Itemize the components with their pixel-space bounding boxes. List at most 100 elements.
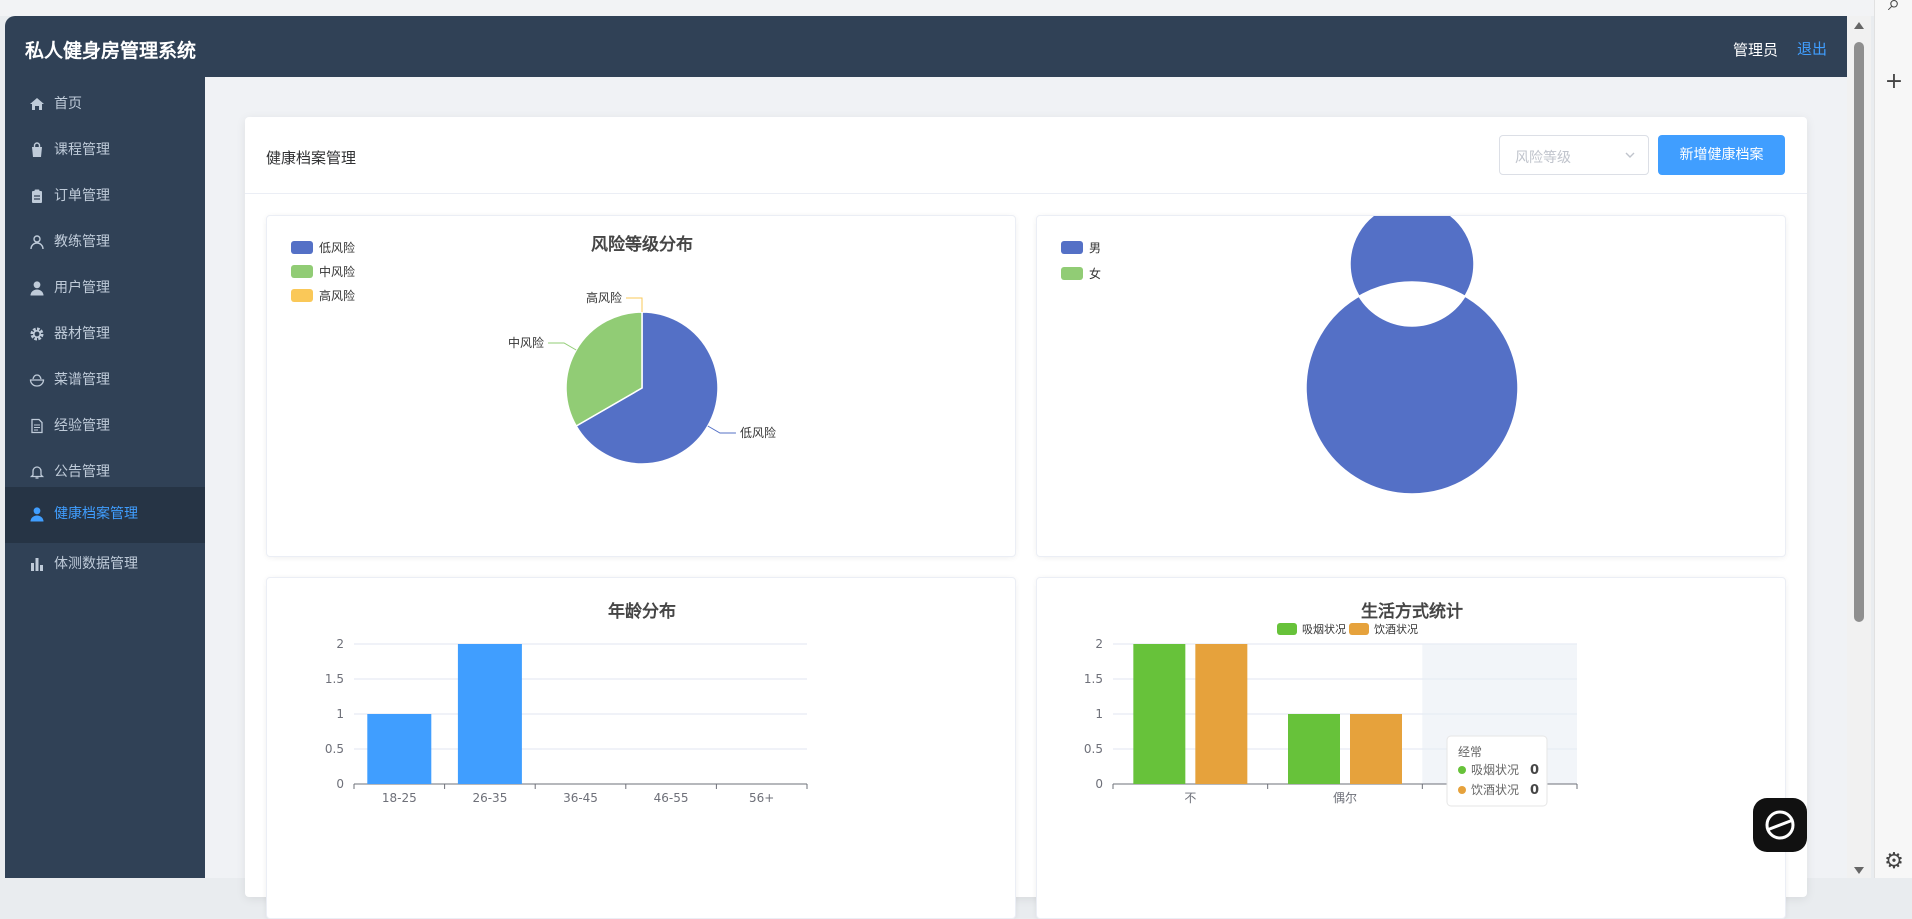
risk-level-select[interactable]: 风险等级: [1499, 135, 1649, 175]
gender-chart: 性别分布男女: [1036, 215, 1786, 557]
legend-swatch: [1061, 241, 1083, 254]
sidebar-item-10[interactable]: 体测数据管理: [5, 537, 205, 593]
chart-risk-legend-item[interactable]: 中风险: [291, 264, 355, 279]
legend-label: 中风险: [319, 264, 355, 279]
bar-0-1[interactable]: [1195, 644, 1248, 784]
plus-icon[interactable]: +: [1884, 69, 1904, 94]
sidebar-item-label: 公告管理: [54, 464, 110, 480]
main-content: 健康档案管理 风险等级 新增健康档案 风险等级分布 低风险 中风险 高风险 低风险 中风险…: [205, 77, 1847, 919]
health-records-card: 健康档案管理 风险等级 新增健康档案 风险等级分布 低风险 中风险 高风险 低风险 中风险…: [245, 117, 1807, 919]
bowl-icon: [29, 374, 45, 387]
sidebar-item-1[interactable]: 课程管理: [5, 123, 205, 179]
legend-swatch: [291, 265, 313, 278]
y-tick-label: 1.5: [1084, 672, 1103, 686]
sidebar-item-6[interactable]: 菜谱管理: [5, 353, 205, 409]
sidebar-item-label: 课程管理: [54, 142, 110, 158]
app-window: 私人健身房管理系统 管理员 退出 首页课程管理订单管理教练管理用户管理器材管理菜…: [5, 0, 1912, 919]
sidebar-item-3[interactable]: 教练管理: [5, 215, 205, 271]
tooltip-title: 经常: [1458, 745, 1482, 759]
add-health-record-button[interactable]: 新增健康档案: [1658, 135, 1785, 175]
legend-swatch: [291, 289, 313, 302]
legend-label: 低风险: [319, 240, 355, 255]
scroll-down-icon[interactable]: [1854, 867, 1864, 874]
chart-risk-legend-item[interactable]: 高风险: [291, 288, 355, 303]
chart-title: 年龄分布: [608, 601, 676, 622]
sidebar-item-5[interactable]: 器材管理: [5, 307, 205, 363]
legend-swatch: [1349, 623, 1369, 635]
scrollbar-thumb[interactable]: [1854, 42, 1864, 622]
x-tick-label: 不: [1184, 791, 1196, 805]
sidebar: 首页课程管理订单管理教练管理用户管理器材管理菜谱管理经验管理公告管理健康档案管理…: [5, 77, 205, 878]
lifestyle-legend-item[interactable]: 饮酒状况: [1349, 622, 1418, 636]
document-icon: [31, 418, 43, 434]
tooltip-marker: [1458, 766, 1466, 774]
x-tick-label: 56+: [749, 791, 774, 805]
bar-chart-icon: [31, 558, 43, 571]
y-tick-label: 2: [336, 637, 344, 651]
bell-icon: [29, 466, 45, 479]
tooltip-box: [1446, 735, 1548, 807]
legend-swatch: [1277, 623, 1297, 635]
sidebar-item-8[interactable]: 公告管理: [5, 445, 205, 501]
sidebar-item-7[interactable]: 经验管理: [5, 399, 205, 455]
gear-icon[interactable]: ⚙: [1884, 849, 1904, 874]
y-tick-label: 1: [1095, 707, 1103, 721]
logout-link[interactable]: 退出: [1797, 40, 1828, 58]
risk-level-chart: 风险等级分布 低风险 中风险 高风险 低风险 中风险 高风险: [266, 215, 1016, 557]
pie-label-line: [707, 425, 736, 434]
vertical-scrollbar[interactable]: [1847, 16, 1871, 878]
page-title: 健康档案管理: [266, 149, 357, 167]
home-icon: [30, 98, 44, 110]
sidebar-item-label: 健康档案管理: [54, 506, 138, 522]
legend-swatch: [1061, 267, 1083, 280]
user-icon: [30, 507, 44, 522]
sidebar-item-label: 用户管理: [54, 280, 110, 296]
pie-slice-label: 高风险: [586, 290, 622, 305]
bar-1-0[interactable]: [1288, 714, 1340, 784]
bar-0-0[interactable]: [367, 714, 432, 784]
bar-0-0[interactable]: [1133, 644, 1186, 784]
tooltip-series-name: 吸烟状况: [1471, 763, 1519, 777]
sidebar-item-0[interactable]: 首页: [5, 77, 205, 133]
sidebar-item-label: 经验管理: [54, 418, 110, 434]
chart-risk-legend-item[interactable]: 低风险: [291, 240, 355, 255]
chart-title: 风险等级分布: [591, 234, 693, 255]
pie-slice-0[interactable]: [1305, 216, 1519, 495]
pie-slice-0[interactable]: [575, 311, 719, 465]
gear-icon: [30, 327, 44, 341]
pie-label-line: [548, 342, 577, 351]
chart-gender-legend-item[interactable]: 男: [1061, 241, 1101, 255]
tooltip-series-name: 饮酒状况: [1471, 783, 1519, 797]
assistant-logo-icon: [1765, 810, 1795, 840]
sidebar-item-label: 教练管理: [54, 234, 110, 250]
x-tick-label: 26-35: [472, 791, 507, 805]
app-title: 私人健身房管理系统: [25, 40, 197, 62]
tooltip-marker: [1458, 786, 1466, 794]
pie-label-line: [626, 297, 643, 312]
risk-level-placeholder: 风险等级: [1515, 150, 1571, 166]
sidebar-item-4[interactable]: 用户管理: [5, 261, 205, 317]
y-tick-label: 0.5: [1084, 742, 1103, 756]
bar-1-1[interactable]: [1350, 714, 1402, 784]
sidebar-item-2[interactable]: 订单管理: [5, 169, 205, 225]
sidebar-item-label: 首页: [54, 96, 82, 112]
top-header: 私人健身房管理系统 管理员 退出: [5, 16, 1847, 77]
search-icon[interactable]: ⌕: [1887, 0, 1901, 16]
tooltip-value: 0: [1530, 763, 1539, 778]
shopping-bag-icon: [32, 142, 42, 157]
floating-assistant-button[interactable]: [1753, 798, 1807, 852]
sidebar-item-9[interactable]: 健康档案管理: [5, 487, 205, 543]
bar-1-0[interactable]: [457, 644, 522, 784]
current-user: 管理员: [1733, 41, 1779, 59]
legend-label: 女: [1089, 266, 1101, 281]
lifestyle-legend-item[interactable]: 吸烟状况: [1277, 622, 1346, 636]
scroll-up-icon[interactable]: [1854, 22, 1864, 29]
legend-label: 高风险: [319, 288, 355, 303]
legend-swatch: [291, 241, 313, 254]
chart-gender-legend-item[interactable]: 女: [1061, 266, 1101, 281]
chart-title: 生活方式统计: [1361, 601, 1463, 622]
chevron-down-icon: [1625, 152, 1635, 158]
sidebar-item-label: 菜谱管理: [54, 372, 110, 388]
x-tick-label: 36-45: [563, 791, 598, 805]
